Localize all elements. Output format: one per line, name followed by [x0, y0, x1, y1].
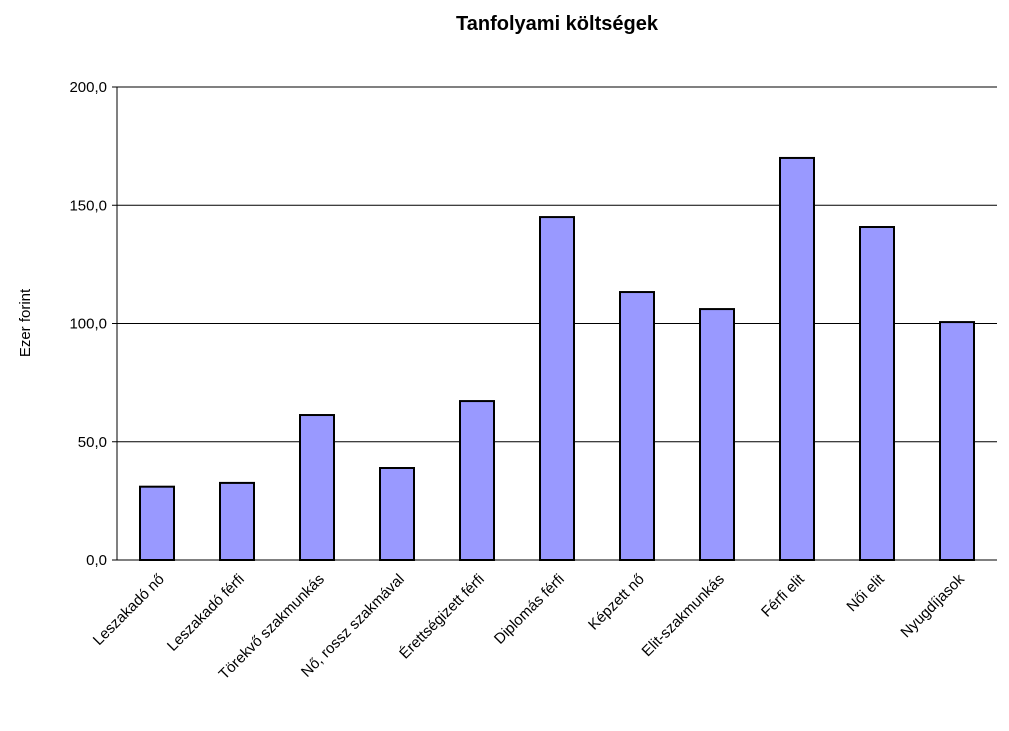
y-tick-label: 100,0 [69, 316, 107, 333]
x-tick-label: Képzett nő [585, 571, 648, 634]
bar [779, 156, 815, 561]
x-tick-label: Diplomás férfi [491, 571, 568, 648]
x-tick-label: Nyugdíjasok [897, 570, 968, 641]
bar [619, 291, 655, 561]
bar [939, 321, 975, 561]
y-axis-label: Ezer forint [17, 288, 34, 357]
y-tick-label: 0,0 [86, 552, 107, 569]
y-tick-label: 50,0 [78, 434, 107, 451]
x-tick-label: Leszakadó nő [90, 571, 168, 649]
bar [379, 467, 415, 561]
bar [539, 216, 575, 561]
bar [299, 414, 335, 562]
chart-title: Tanfolyami költségek [456, 13, 659, 35]
bar [859, 226, 895, 561]
y-tick-label: 150,0 [69, 197, 107, 214]
x-tick-label: Érettségizett férfi [396, 571, 488, 663]
x-tick-label: Elit-szakmunkás [639, 571, 728, 660]
y-tick-label: 200,0 [69, 79, 107, 96]
bar [699, 308, 735, 561]
bar [219, 481, 255, 561]
x-tick-label: Női elit [843, 570, 888, 615]
x-tick-label: Leszakadó férfi [164, 571, 248, 655]
bar [139, 485, 175, 561]
x-tick-label: Férfi elit [758, 570, 808, 620]
bar [459, 400, 495, 561]
